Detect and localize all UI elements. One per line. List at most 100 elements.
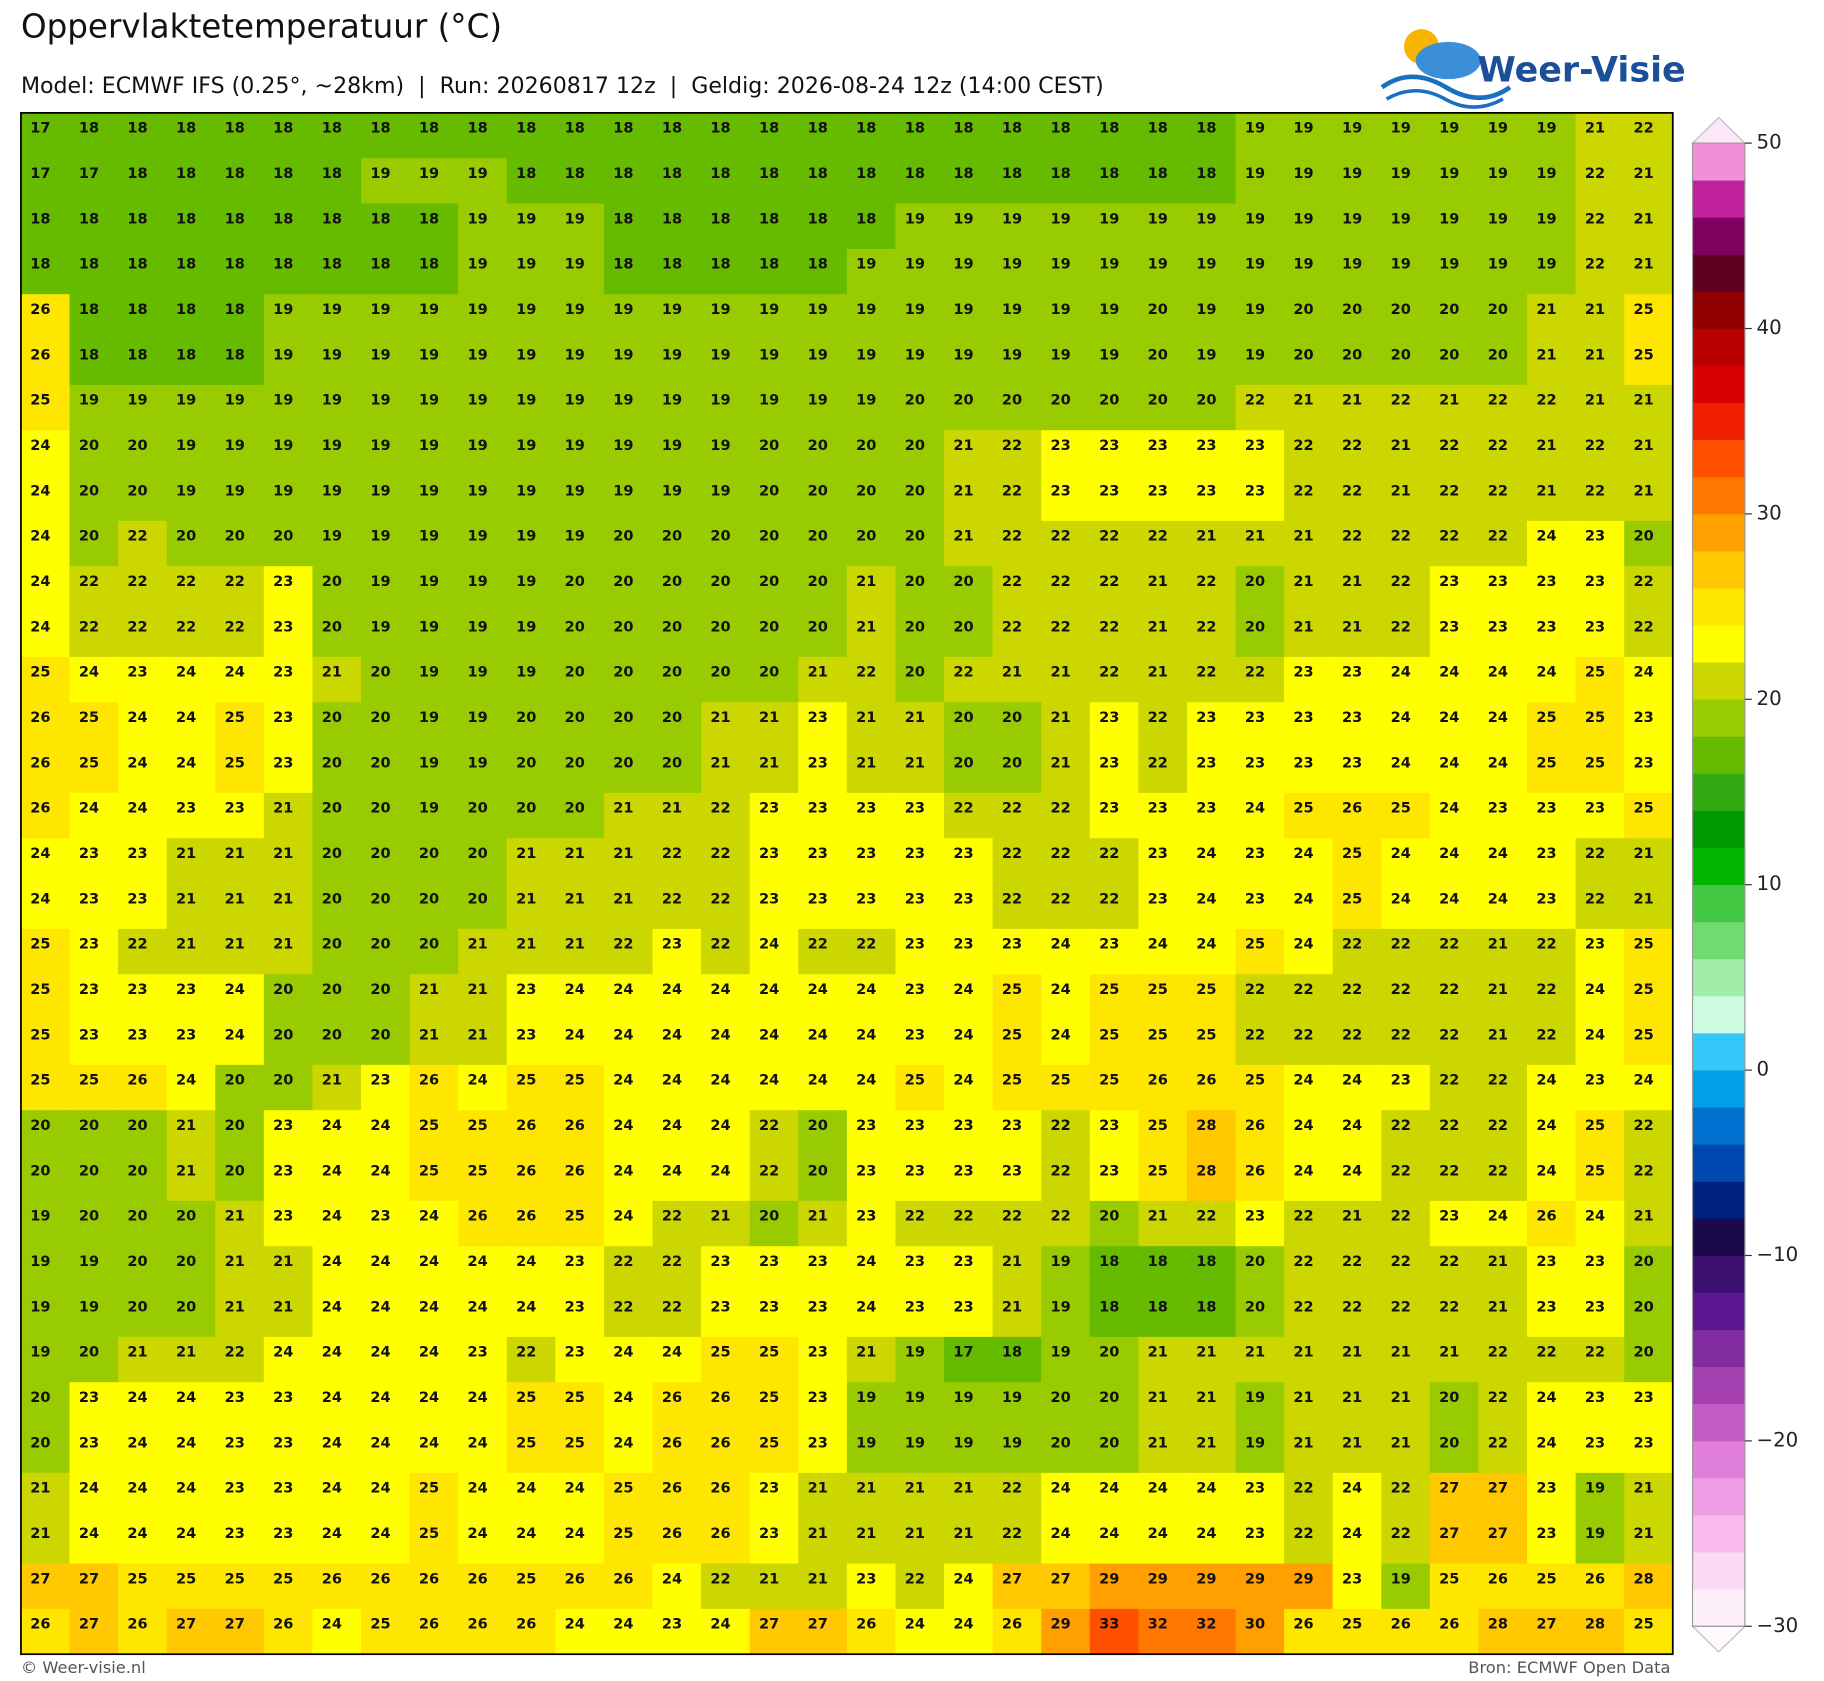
temperature-cell — [1089, 566, 1139, 613]
temperature-cell — [1575, 339, 1625, 386]
temperature-label: 22 — [613, 937, 633, 953]
temperature-label: 21 — [273, 846, 293, 862]
temperature-label: 21 — [1585, 393, 1605, 409]
temperature-label: 19 — [468, 347, 488, 363]
temperature-label: 22 — [1391, 1209, 1411, 1225]
temperature-label: 22 — [856, 937, 876, 953]
temperature-label: 22 — [1439, 937, 1459, 953]
temperature-cell — [555, 158, 605, 205]
temperature-label: 24 — [1585, 1209, 1605, 1225]
temperature-cell — [1381, 520, 1431, 567]
colorbar-tick-label: 20 — [1757, 687, 1782, 710]
temperature-cell — [166, 566, 216, 613]
temperature-cell — [1089, 384, 1139, 431]
temperature-label: 18 — [79, 302, 99, 318]
temperature-cell — [992, 384, 1042, 431]
temperature-cell — [749, 203, 799, 250]
temperature-label: 24 — [468, 1254, 488, 1270]
temperature-label: 24 — [1293, 1073, 1313, 1089]
temperature-cell — [1575, 475, 1625, 522]
temperature-label: 23 — [856, 891, 876, 907]
temperature-cell — [1575, 384, 1625, 431]
temperature-cell — [555, 384, 605, 431]
temperature-cell — [749, 566, 799, 613]
temperature-label: 23 — [953, 1118, 973, 1134]
temperature-cell — [166, 294, 216, 341]
temperature-label: 19 — [419, 619, 439, 635]
temperature-label: 23 — [1099, 801, 1119, 817]
temperature-label: 24 — [1536, 665, 1556, 681]
temperature-label: 21 — [1585, 302, 1605, 318]
temperature-label: 23 — [565, 1254, 585, 1270]
temperature-label: 21 — [419, 982, 439, 998]
temperature-cell — [1575, 158, 1625, 205]
temperature-cell — [215, 656, 265, 703]
temperature-label: 23 — [273, 619, 293, 635]
temperature-label: 24 — [468, 1481, 488, 1497]
temperature-label: 24 — [1439, 755, 1459, 771]
temperature-label: 21 — [176, 1345, 196, 1361]
temperature-cell — [1381, 384, 1431, 431]
temperature-label: 20 — [1245, 1299, 1265, 1315]
temperature-label: 18 — [710, 166, 730, 182]
temperature-label: 22 — [1293, 438, 1313, 454]
temperature-label: 21 — [1391, 483, 1411, 499]
temperature-label: 22 — [1439, 1299, 1459, 1315]
colorbar-segment — [1692, 847, 1745, 886]
temperature-label: 26 — [30, 347, 50, 363]
temperature-label: 19 — [1536, 121, 1556, 137]
temperature-cell — [1186, 566, 1237, 613]
temperature-label: 19 — [468, 710, 488, 726]
temperature-label: 23 — [565, 1299, 585, 1315]
temperature-label: 24 — [225, 982, 245, 998]
temperature-label: 23 — [1439, 619, 1459, 635]
temperature-label: 25 — [1293, 801, 1313, 817]
temperature-label: 22 — [1634, 619, 1654, 635]
temperature-label: 20 — [370, 1027, 390, 1043]
temperature-cell — [944, 112, 994, 159]
temperature-label: 18 — [322, 257, 342, 273]
temperature-cell — [1478, 566, 1528, 613]
temperature-label: 18 — [759, 257, 779, 273]
temperature-label: 19 — [905, 211, 925, 227]
temperature-label: 22 — [1391, 1163, 1411, 1179]
temperature-label: 24 — [856, 1027, 876, 1043]
temperature-label: 23 — [1293, 665, 1313, 681]
temperature-label: 20 — [1051, 1435, 1071, 1451]
temperature-label: 22 — [1196, 619, 1216, 635]
temperature-label: 22 — [662, 891, 682, 907]
temperature-cell — [1381, 430, 1431, 477]
temperature-label: 23 — [1051, 483, 1071, 499]
temperature-label: 25 — [79, 755, 99, 771]
temperature-label: 25 — [516, 1435, 536, 1451]
temperature-cell — [69, 475, 119, 522]
temperature-label: 19 — [1439, 121, 1459, 137]
temperature-label: 19 — [759, 393, 779, 409]
temperature-label: 26 — [322, 1571, 342, 1587]
temperature-label: 25 — [1634, 801, 1654, 817]
temperature-label: 19 — [662, 438, 682, 454]
temperature-label: 23 — [273, 1526, 293, 1542]
temperature-label: 18 — [419, 121, 439, 137]
temperature-cell — [1381, 158, 1431, 205]
temperature-cell — [1089, 294, 1139, 341]
temperature-label: 23 — [1536, 846, 1556, 862]
temperature-label: 21 — [1342, 574, 1362, 590]
temperature-label: 22 — [1585, 257, 1605, 273]
temperature-label: 23 — [1585, 937, 1605, 953]
temperature-label: 22 — [1293, 1209, 1313, 1225]
temperature-label: 23 — [370, 1073, 390, 1089]
temperature-label: 22 — [759, 1163, 779, 1179]
temperature-cell — [992, 158, 1042, 205]
temperature-cell — [409, 520, 459, 567]
temperature-label: 21 — [1439, 393, 1459, 409]
temperature-label: 23 — [905, 846, 925, 862]
temperature-cell — [555, 248, 605, 295]
temperature-label: 22 — [1051, 891, 1071, 907]
temperature-cell — [263, 158, 314, 205]
temperature-label: 19 — [1488, 257, 1508, 273]
temperature-cell — [1138, 248, 1188, 295]
temperature-label: 24 — [30, 846, 50, 862]
temperature-label: 22 — [1634, 1163, 1654, 1179]
temperature-label: 20 — [808, 619, 828, 635]
